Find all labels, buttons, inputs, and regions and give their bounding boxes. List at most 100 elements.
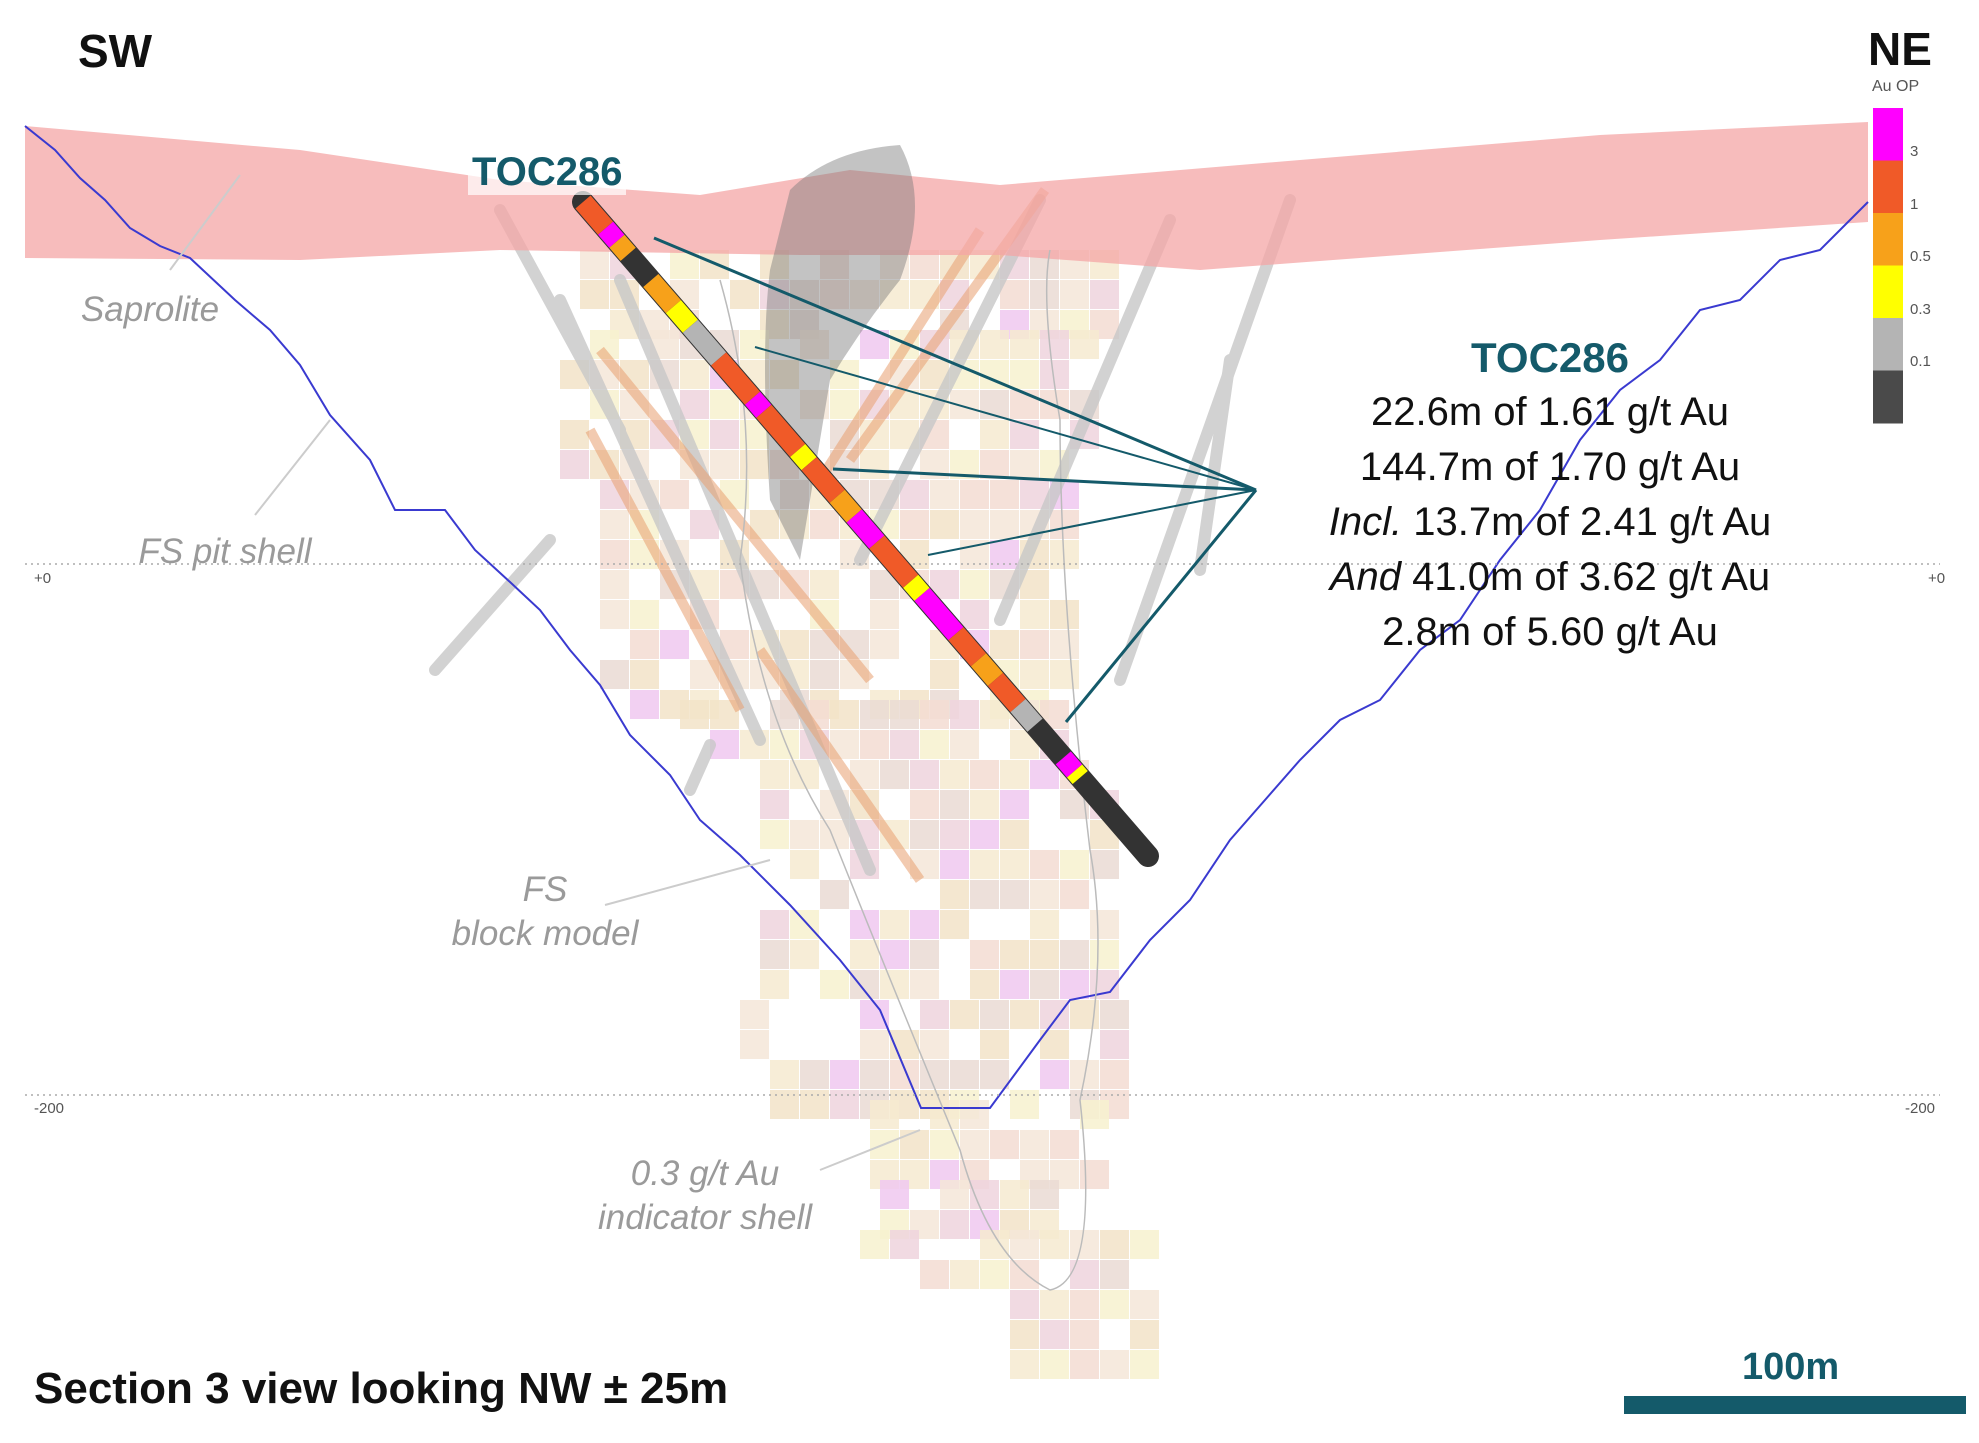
pit-shell-line: [24, 125, 1869, 1109]
block-cell: [770, 360, 799, 389]
grade-interval: [744, 391, 772, 418]
block-cell: [1090, 910, 1119, 939]
block-cell: [1130, 1350, 1159, 1379]
block-cell: [580, 280, 609, 309]
block-cell: [1000, 820, 1029, 849]
block-cell: [860, 1030, 889, 1059]
block-cell: [980, 1260, 1009, 1289]
block-cell: [560, 450, 589, 479]
block-cell: [830, 1060, 859, 1089]
block-cell: [910, 760, 939, 789]
block-cell: [1050, 630, 1079, 659]
block-cell: [860, 1060, 889, 1089]
grade-interval: [643, 273, 681, 314]
grade-interval: [903, 574, 930, 601]
block-cell: [1000, 280, 1029, 309]
block-cell: [890, 730, 919, 759]
block-cell: [600, 510, 629, 539]
grade-interval: [1010, 699, 1043, 732]
grade-interval: [970, 653, 1004, 686]
block-cell: [1070, 1290, 1099, 1319]
block-cell: [780, 510, 809, 539]
block-cell: [970, 760, 999, 789]
block-cell: [1010, 1320, 1039, 1349]
drillhole-toc286[interactable]: [572, 191, 1159, 867]
pit-shell-label: FS pit shell: [138, 532, 312, 571]
block-cell: [910, 940, 939, 969]
block-cell: [790, 910, 819, 939]
elevation-label-right-200: -200: [1905, 1100, 1936, 1117]
callout-title: TOC286: [1471, 334, 1629, 381]
elevation-label-right-0: +0: [1928, 570, 1946, 587]
block-cell: [710, 420, 739, 449]
block-cell: [940, 1180, 969, 1209]
block-cell: [790, 850, 819, 879]
block-cell: [850, 970, 879, 999]
block-cell: [820, 280, 849, 309]
block-cell: [860, 700, 889, 729]
block-cell: [890, 1060, 919, 1089]
block-cell: [680, 390, 709, 419]
legend-swatch: [1873, 318, 1903, 371]
legend-swatch: [1873, 213, 1903, 266]
callout-lines: [653, 236, 1258, 723]
block-cell: [960, 1100, 989, 1129]
block-cell: [870, 1100, 899, 1129]
block-cell: [1000, 880, 1029, 909]
block-cell: [1010, 1260, 1039, 1289]
block-cell: [940, 880, 969, 909]
block-cell: [960, 570, 989, 599]
block-cell: [910, 790, 939, 819]
legend-label: 3: [1910, 143, 1919, 160]
block-cell: [780, 480, 809, 509]
block-cell: [1050, 1130, 1079, 1159]
block-cell: [740, 450, 769, 479]
block-cell: [1130, 1320, 1159, 1349]
block-cell: [770, 730, 799, 759]
block-cell: [1040, 330, 1069, 359]
block-cell: [1000, 940, 1029, 969]
block-cell: [930, 480, 959, 509]
block-cell: [990, 510, 1019, 539]
block-cell: [660, 480, 689, 509]
block-cell: [940, 1210, 969, 1239]
block-cell: [940, 910, 969, 939]
block-cell: [740, 1000, 769, 1029]
block-cell: [710, 450, 739, 479]
block-cell: [1030, 280, 1059, 309]
block-cell: [980, 420, 1009, 449]
block-cell: [740, 330, 769, 359]
block-cell: [950, 1000, 979, 1029]
block-cell: [1020, 600, 1049, 629]
block-cell: [990, 630, 1019, 659]
block-cell: [880, 910, 909, 939]
block-cell: [1100, 1030, 1129, 1059]
grade-interval: [575, 195, 614, 235]
block-cell: [990, 1130, 1019, 1159]
block-cell: [1060, 850, 1089, 879]
block-cell: [1010, 450, 1039, 479]
block-cell: [940, 790, 969, 819]
legend-label: 1: [1910, 195, 1919, 213]
block-cell: [1010, 1290, 1039, 1319]
block-model-label: FS block model: [451, 870, 639, 953]
block-cell: [980, 1060, 1009, 1089]
block-cell: [680, 360, 709, 389]
block-cell: [880, 1180, 909, 1209]
block-cell: [970, 970, 999, 999]
block-cell: [1040, 1060, 1069, 1089]
block-cell: [930, 1130, 959, 1159]
block-cell: [1070, 1320, 1099, 1349]
block-cell: [1020, 660, 1049, 689]
block-cell: [1030, 880, 1059, 909]
block-cell: [1050, 660, 1079, 689]
block-cell: [790, 820, 819, 849]
block-cell: [600, 660, 629, 689]
block-cell: [830, 700, 859, 729]
block-cell: [630, 690, 659, 719]
block-cell: [760, 790, 789, 819]
block-cell: [1070, 1260, 1099, 1289]
block-cell: [820, 820, 849, 849]
grade-interval: [846, 509, 885, 549]
block-cell: [1030, 760, 1059, 789]
